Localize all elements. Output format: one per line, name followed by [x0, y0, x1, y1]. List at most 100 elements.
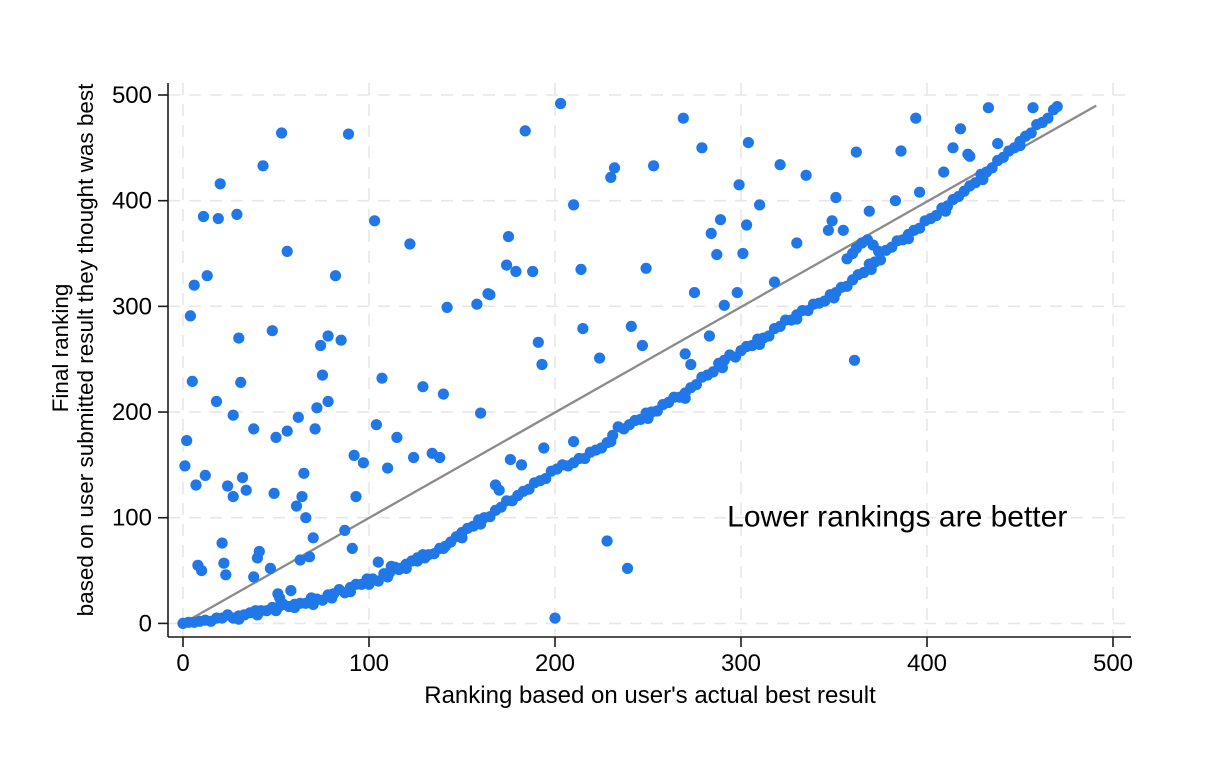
data-point [298, 467, 310, 479]
data-point [281, 425, 293, 437]
data-point [437, 542, 449, 555]
data-point [235, 376, 247, 388]
data-point [307, 532, 319, 544]
data-point [1014, 140, 1026, 152]
y-tick-label: 500 [112, 82, 152, 109]
data-point [290, 500, 303, 512]
data-point [233, 613, 245, 625]
data-point [532, 336, 544, 348]
data-point [703, 330, 716, 342]
data-point [348, 449, 360, 461]
data-point [186, 375, 198, 387]
data-point [199, 469, 211, 481]
data-point [707, 366, 719, 378]
data-point [231, 208, 243, 220]
data-point [184, 310, 196, 322]
data-point [292, 411, 304, 423]
data-point [594, 352, 606, 364]
data-point [1025, 127, 1037, 139]
data-point [370, 419, 382, 431]
y-tick-label: 200 [112, 399, 152, 426]
data-point [800, 169, 812, 181]
data-point [696, 142, 708, 154]
y-axis-title-line1: Final ranking [48, 284, 73, 413]
data-point [181, 435, 193, 447]
data-point [248, 571, 260, 583]
data-point [679, 392, 691, 404]
data-point [822, 224, 835, 236]
x-tick-label: 100 [349, 650, 389, 677]
data-point [519, 125, 531, 137]
data-point [954, 123, 967, 135]
data-point [179, 460, 191, 472]
data-point [408, 451, 420, 464]
data-point [233, 332, 245, 344]
data-point [848, 354, 861, 366]
data-point [1051, 101, 1063, 113]
data-point [977, 173, 989, 186]
axes [167, 83, 1131, 638]
data-point [369, 215, 381, 227]
data-point [982, 102, 995, 114]
data-point [393, 563, 405, 576]
data-point [437, 388, 449, 400]
data-point [344, 586, 356, 598]
data-point [441, 301, 453, 313]
data-point [826, 215, 838, 227]
data-point [768, 276, 781, 288]
data-point [555, 97, 567, 110]
data-point [311, 402, 323, 414]
data-point [568, 199, 580, 211]
data-point [504, 454, 516, 466]
data-point [276, 127, 288, 139]
data-point [216, 537, 228, 549]
data-point [296, 491, 308, 503]
data-point [303, 551, 316, 563]
data-point [992, 138, 1004, 150]
data-point [947, 142, 959, 154]
reference-line [182, 104, 1097, 625]
data-point [493, 484, 505, 496]
x-tick-label: 200 [535, 650, 575, 677]
data-point [264, 562, 276, 575]
x-tick-label: 500 [1093, 650, 1133, 677]
data-point [575, 263, 587, 275]
data-point [268, 487, 280, 499]
data-point [737, 247, 749, 260]
data-point [197, 210, 210, 223]
data-point [322, 330, 334, 342]
data-point [837, 224, 849, 236]
data-point [914, 186, 926, 198]
data-point [294, 554, 306, 566]
data-point [274, 592, 286, 604]
data-point [456, 532, 468, 544]
y-tick-label: 0 [139, 610, 152, 637]
data-point [605, 436, 617, 448]
data-point [501, 259, 513, 271]
data-point [251, 609, 263, 621]
data-point [910, 112, 922, 124]
data-point [679, 348, 691, 360]
data-point [363, 578, 375, 590]
data-point [270, 605, 282, 617]
data-point [677, 112, 689, 124]
data-point [515, 459, 528, 471]
data-point [850, 146, 862, 158]
data-point [214, 178, 226, 190]
data-point [733, 179, 745, 191]
data-point [510, 265, 522, 278]
data-point [316, 369, 329, 381]
x-tick-label: 300 [721, 650, 761, 677]
data-point [874, 254, 887, 266]
y-tick-label: 100 [112, 505, 152, 532]
data-point [253, 545, 265, 558]
x-tick-label: 400 [907, 650, 947, 677]
data-point [705, 227, 717, 239]
data-point [289, 601, 301, 614]
data-point [326, 592, 338, 604]
data-point [608, 162, 621, 174]
data-point [774, 159, 786, 171]
data-point [257, 160, 269, 172]
data-point [281, 245, 293, 257]
data-point [731, 287, 743, 299]
